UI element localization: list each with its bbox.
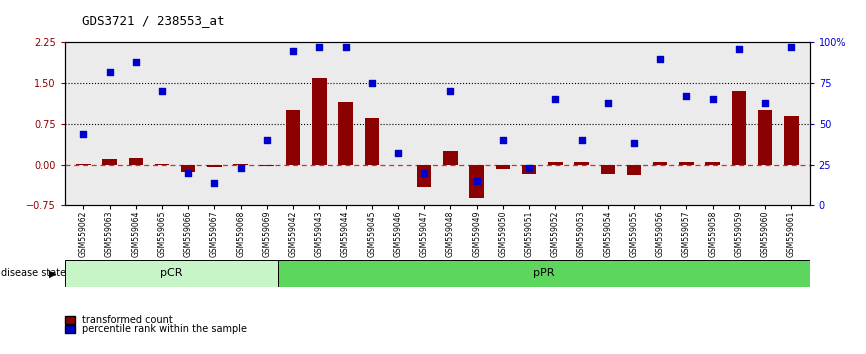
Point [339,45,352,50]
Point [496,137,510,143]
Point [653,56,667,62]
Point [208,180,222,185]
Point [706,97,720,102]
Text: ▶: ▶ [48,268,56,279]
Point [627,141,641,146]
Bar [784,116,798,165]
Bar [286,110,301,165]
Point [417,170,431,176]
Text: pCR: pCR [160,268,183,279]
Bar [417,165,431,187]
Point [102,69,116,75]
Bar [155,164,169,165]
Point [469,178,483,184]
Text: GDS3721 / 238553_at: GDS3721 / 238553_at [82,14,225,27]
Bar [181,165,196,172]
Bar [365,119,379,165]
Point [443,88,457,94]
Bar [627,165,641,176]
Text: disease state: disease state [1,268,66,279]
Point [129,59,143,65]
Bar [758,110,772,165]
Point [260,137,274,143]
Bar [653,162,668,165]
Point [601,100,615,105]
Bar [339,102,352,165]
Bar [234,164,248,165]
Point [76,131,90,137]
Point [365,80,378,86]
Text: percentile rank within the sample: percentile rank within the sample [82,324,248,334]
Point [732,46,746,52]
Bar [312,78,326,165]
Text: pPR: pPR [533,268,554,279]
Point [181,170,195,176]
Text: transformed count: transformed count [82,315,173,325]
Bar [469,165,484,198]
Bar [65,260,278,287]
Point [522,165,536,171]
Point [680,93,694,99]
Point [785,45,798,50]
Bar [548,162,563,165]
Bar [102,159,117,165]
Bar [679,162,694,165]
Point [548,97,562,102]
Point [313,45,326,50]
Bar [76,164,91,165]
Bar [207,165,222,167]
Bar [732,91,746,165]
Point [575,137,589,143]
Bar [495,165,510,169]
Point [286,48,300,53]
Bar [278,260,810,287]
Point [391,150,405,156]
Bar [574,162,589,165]
Bar [601,165,615,175]
Bar [522,165,536,175]
Bar [260,165,274,166]
Bar [443,151,457,165]
Bar [128,158,143,165]
Point [155,88,169,94]
Point [759,100,772,105]
Point [234,165,248,171]
Bar [706,162,720,165]
